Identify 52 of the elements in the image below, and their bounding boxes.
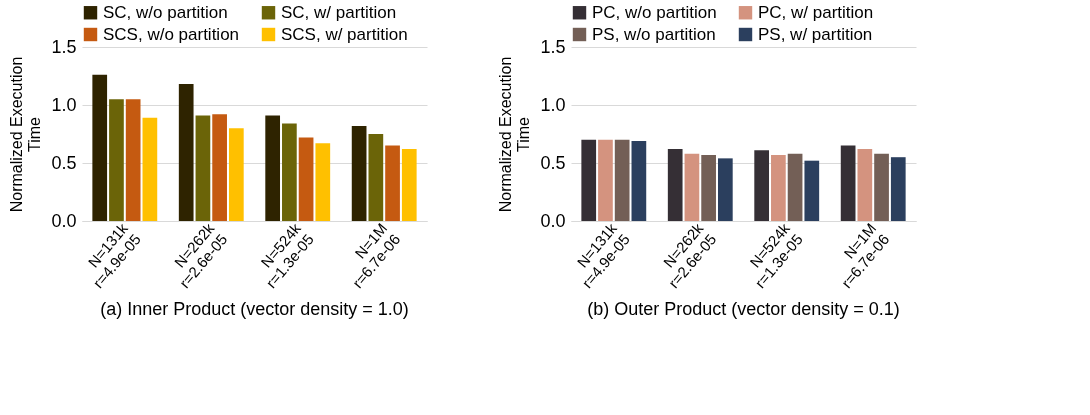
y-tick-label: 1.5: [51, 36, 77, 57]
bar: [701, 154, 716, 221]
bar: [228, 128, 244, 221]
bar: [212, 114, 227, 221]
legend-label: PC, w/ partition: [758, 2, 874, 22]
bar: [667, 149, 683, 221]
legend-label: SCS, w/ partition: [281, 24, 408, 44]
legend-label: PC, w/o partition: [592, 2, 717, 22]
bar: [298, 137, 314, 221]
bar: [385, 145, 400, 221]
bar: [874, 153, 889, 221]
bar: [368, 134, 384, 221]
bar: [142, 117, 158, 221]
y-tick-label: 1.0: [51, 94, 77, 115]
bar: [890, 157, 906, 221]
legend-label: SC, w/ partition: [281, 2, 397, 22]
bar: [401, 149, 417, 221]
text: (b) Outer Product (vector density = 0.1): [587, 298, 900, 319]
y-axis-title: Normalized Execution Time: [497, 56, 533, 213]
y-tick-label: 1.5: [540, 36, 566, 57]
bar: [265, 115, 281, 221]
bar: [581, 139, 597, 221]
bar: [614, 139, 630, 221]
bar: [631, 140, 647, 221]
bar: [315, 143, 331, 221]
bar: [804, 160, 820, 221]
bar: [125, 99, 141, 221]
y-tick-label: 0.5: [51, 152, 77, 173]
bar: [195, 115, 211, 221]
y-tick-label: 0.0: [51, 210, 77, 231]
y-axis-title: Normalized Execution Time: [8, 56, 44, 213]
legend-label: PS, w/o partition: [592, 24, 716, 44]
bar: [92, 74, 108, 221]
y-tick-label: 0.0: [540, 210, 566, 231]
bar: [282, 123, 297, 221]
legend-label: PS, w/ partition: [758, 24, 873, 44]
bar: [857, 149, 873, 221]
bar: [717, 158, 733, 221]
bar: [787, 153, 803, 221]
bar: [598, 139, 613, 221]
legend-label: SC, w/o partition: [103, 2, 228, 22]
bar: [840, 145, 856, 221]
bar: [754, 150, 770, 221]
bar: [684, 153, 700, 221]
y-tick-label: 1.0: [540, 94, 566, 115]
bar: [178, 84, 194, 221]
bar: [351, 125, 367, 221]
bar: [109, 99, 124, 221]
text: (a) Inner Product (vector density = 1.0): [100, 298, 409, 319]
bar: [771, 154, 786, 221]
legend-label: SCS, w/o partition: [103, 24, 240, 44]
y-tick-label: 0.5: [540, 152, 566, 173]
